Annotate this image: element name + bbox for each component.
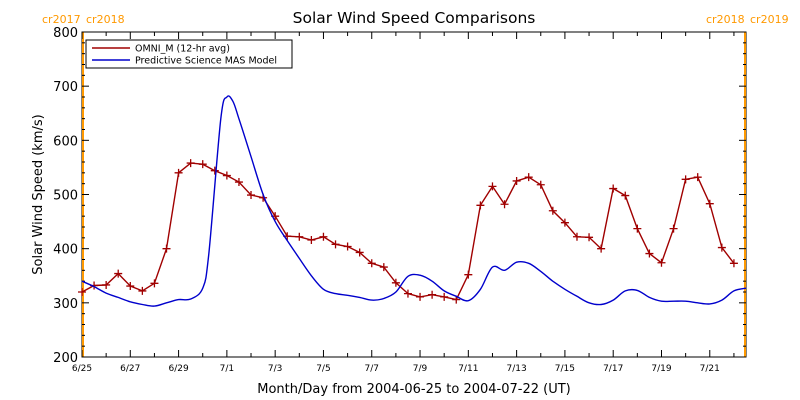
omni-data-point [355, 248, 364, 257]
x-tick-label: 7/7 [365, 364, 379, 374]
omni-data-point [560, 218, 569, 227]
omni-data-point [633, 224, 642, 233]
omni-data-point [114, 269, 123, 278]
x-tick-label: 7/17 [603, 364, 623, 374]
omni-data-point [234, 178, 243, 187]
omni-data-point [717, 243, 726, 252]
x-tick-label: 7/13 [507, 364, 527, 374]
omni-data-point [198, 160, 207, 169]
omni-data-point [319, 232, 328, 241]
omni-series-line [81, 162, 735, 301]
x-tick-label: 7/9 [413, 364, 428, 374]
x-tick-label: 6/25 [72, 364, 92, 374]
omni-data-point [681, 175, 690, 184]
legend: OMNI_M (12-hr avg)Predictive Science MAS… [85, 39, 293, 69]
x-axis-label: Month/Day from 2004-06-25 to 2004-07-22 … [257, 382, 570, 397]
y-tick-label: 800 [53, 26, 78, 41]
omni-data-point [247, 191, 256, 200]
omni-data-point [705, 199, 714, 208]
omni-data-point [138, 286, 147, 295]
x-tick-label: 6/27 [120, 364, 140, 374]
omni-data-point [174, 168, 183, 177]
omni-data-point [609, 184, 618, 193]
omni-data-point [572, 232, 581, 241]
plot-frame [81, 31, 747, 358]
omni-data-point [669, 224, 678, 233]
chart-title: Solar Wind Speed Comparisons [293, 9, 536, 27]
omni-data-point [391, 278, 400, 287]
x-tick-label: 7/1 [220, 364, 234, 374]
omni-data-point [222, 171, 231, 180]
x-tick-label: 7/3 [268, 364, 282, 374]
y-tick-label: 400 [53, 243, 78, 258]
y-tick-label: 500 [53, 189, 78, 204]
omni-data-point [307, 236, 316, 244]
omni-data-point [440, 292, 449, 301]
omni-data-point [500, 200, 509, 209]
legend-label-omni: OMNI_M (12-hr avg) [135, 44, 230, 55]
x-tick-label: 6/29 [168, 364, 188, 374]
carrington-label-left: cr2017 [42, 13, 81, 26]
omni-data-point [162, 244, 171, 253]
x-tick-label: 7/5 [316, 364, 330, 374]
omni-data-point [464, 270, 473, 279]
omni-data-point [403, 289, 412, 298]
omni-data-point [150, 279, 159, 288]
labels-layer: cr2017 cr2018 cr2018 cr2019 Solar Wind Speed… [31, 9, 789, 397]
carrington-label-left: cr2018 [706, 13, 745, 26]
series-layer [78, 95, 747, 307]
x-tick-label: 7/11 [458, 364, 478, 374]
omni-data-point [416, 292, 425, 301]
omni-data-point [343, 242, 352, 251]
omni-data-point [126, 282, 135, 291]
omni-data-point [512, 176, 521, 185]
omni-data-point [645, 249, 654, 258]
omni-data-point [536, 180, 545, 189]
legend-box [85, 39, 293, 69]
omni-data-point [379, 263, 388, 272]
omni-data-point [78, 288, 86, 296]
omni-data-point [693, 173, 702, 182]
omni-data-point [102, 280, 111, 289]
omni-data-point [367, 259, 376, 268]
omni-data-point [428, 290, 437, 299]
y-tick-label: 200 [53, 351, 78, 366]
omni-data-point [488, 182, 497, 191]
omni-data-point [186, 159, 195, 168]
omni-data-point [331, 240, 340, 249]
plot-frame-layer [81, 31, 747, 358]
omni-data-point [476, 201, 485, 210]
omni-data-point [729, 259, 738, 268]
omni-data-point [621, 191, 630, 200]
omni-data-point [295, 232, 304, 241]
omni-data-point [657, 258, 666, 267]
y-tick-label: 300 [53, 297, 78, 312]
legend-label-mas-model: Predictive Science MAS Model [135, 56, 277, 67]
mas-model-series-line [81, 95, 747, 307]
carrington-label-right: cr2019 [750, 13, 789, 26]
omni-data-point [524, 173, 533, 182]
y-tick-label: 600 [53, 134, 78, 149]
omni-data-point [585, 233, 594, 242]
axes-layer: 200 300 400 500 600 700 800 6/25 6/27 6/29 7/1 7/3 7… [53, 26, 746, 374]
omni-data-point [210, 166, 219, 175]
carrington-label-right: cr2018 [86, 13, 125, 26]
omni-data-point [597, 244, 606, 253]
omni-data-point [548, 206, 557, 215]
x-tick-label: 7/19 [651, 364, 671, 374]
y-tick-label: 700 [53, 80, 78, 95]
x-tick-label: 7/21 [700, 364, 720, 374]
x-tick-label: 7/15 [555, 364, 575, 374]
y-axis-label: Solar Wind Speed (km/s) [31, 114, 46, 274]
